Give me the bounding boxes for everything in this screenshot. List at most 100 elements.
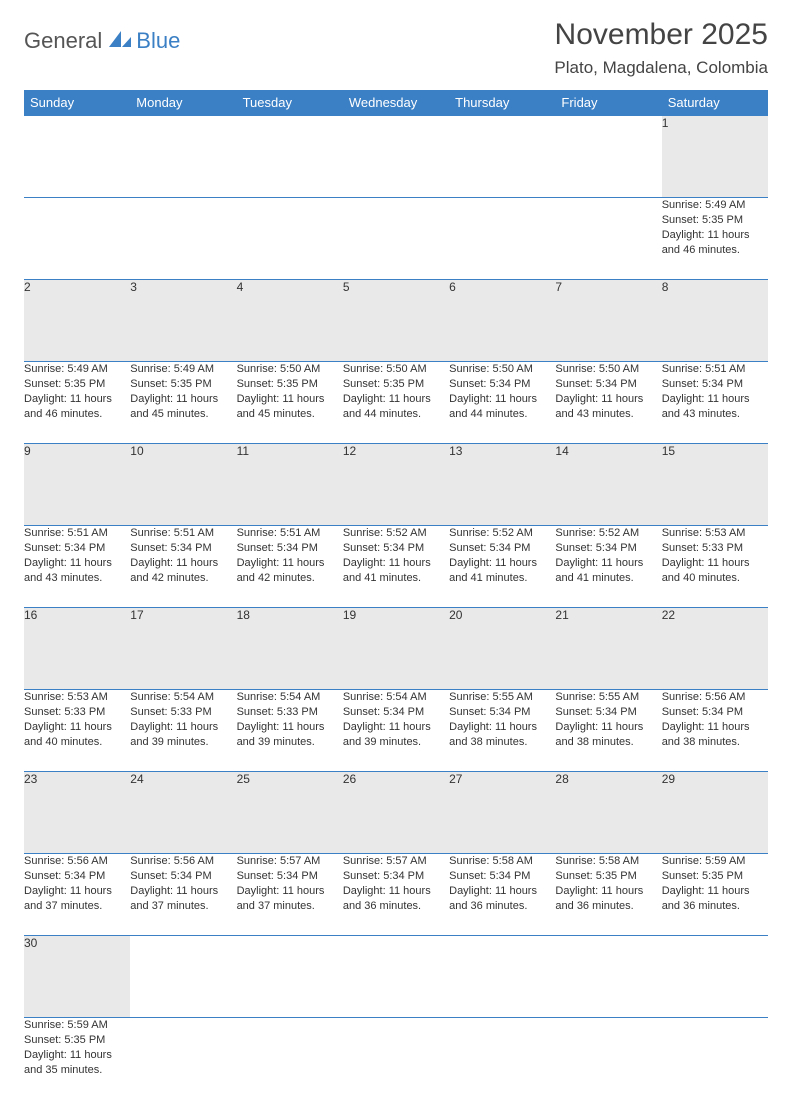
day-content-cell: Sunrise: 5:58 AMSunset: 5:34 PMDaylight:… — [449, 854, 555, 936]
day-content-cell: Sunrise: 5:59 AMSunset: 5:35 PMDaylight:… — [662, 854, 768, 936]
daylight-text: Daylight: 11 hours and 41 minutes. — [343, 556, 449, 586]
daylight-text: Daylight: 11 hours and 37 minutes. — [24, 884, 130, 914]
day-number: 6 — [449, 280, 456, 294]
day-number-cell: 12 — [343, 444, 449, 526]
sunrise-text: Sunrise: 5:55 AM — [555, 690, 661, 705]
daylight-text: Daylight: 11 hours and 45 minutes. — [130, 392, 236, 422]
day-number-cell — [449, 936, 555, 1018]
day-content-row: Sunrise: 5:53 AMSunset: 5:33 PMDaylight:… — [24, 690, 768, 772]
sunrise-text: Sunrise: 5:50 AM — [237, 362, 343, 377]
day-content-cell: Sunrise: 5:57 AMSunset: 5:34 PMDaylight:… — [343, 854, 449, 936]
day-number: 24 — [130, 772, 143, 786]
day-number-cell: 7 — [555, 280, 661, 362]
day-number-cell: 25 — [237, 772, 343, 854]
day-content-row: Sunrise: 5:59 AMSunset: 5:35 PMDaylight:… — [24, 1018, 768, 1100]
day-number-cell: 8 — [662, 280, 768, 362]
daylight-text: Daylight: 11 hours and 36 minutes. — [449, 884, 555, 914]
day-number: 18 — [237, 608, 250, 622]
day-content-cell: Sunrise: 5:57 AMSunset: 5:34 PMDaylight:… — [237, 854, 343, 936]
day-number: 5 — [343, 280, 350, 294]
sunset-text: Sunset: 5:33 PM — [24, 705, 130, 720]
sunrise-text: Sunrise: 5:59 AM — [24, 1018, 130, 1033]
sunrise-text: Sunrise: 5:53 AM — [662, 526, 768, 541]
daylight-text: Daylight: 11 hours and 35 minutes. — [24, 1048, 130, 1078]
location: Plato, Magdalena, Colombia — [554, 58, 768, 78]
day-number-row: 1 — [24, 116, 768, 198]
day-number-cell: 21 — [555, 608, 661, 690]
daylight-text: Daylight: 11 hours and 40 minutes. — [24, 720, 130, 750]
day-number-cell — [343, 116, 449, 198]
day-content-cell: Sunrise: 5:56 AMSunset: 5:34 PMDaylight:… — [130, 854, 236, 936]
weekday-header: Saturday — [662, 90, 768, 116]
day-content-cell: Sunrise: 5:56 AMSunset: 5:34 PMDaylight:… — [24, 854, 130, 936]
day-content-cell — [237, 1018, 343, 1100]
sunrise-text: Sunrise: 5:55 AM — [449, 690, 555, 705]
sunrise-text: Sunrise: 5:54 AM — [343, 690, 449, 705]
sunset-text: Sunset: 5:34 PM — [343, 869, 449, 884]
day-number-cell: 1 — [662, 116, 768, 198]
daylight-text: Daylight: 11 hours and 41 minutes. — [449, 556, 555, 586]
sunset-text: Sunset: 5:35 PM — [662, 869, 768, 884]
sunset-text: Sunset: 5:34 PM — [24, 869, 130, 884]
day-number-cell: 24 — [130, 772, 236, 854]
day-content-cell — [343, 198, 449, 280]
sunset-text: Sunset: 5:33 PM — [662, 541, 768, 556]
sunset-text: Sunset: 5:34 PM — [130, 541, 236, 556]
day-number-cell — [24, 116, 130, 198]
day-number: 22 — [662, 608, 675, 622]
day-number-cell — [449, 116, 555, 198]
day-number: 16 — [24, 608, 37, 622]
daylight-text: Daylight: 11 hours and 37 minutes. — [130, 884, 236, 914]
day-content-cell — [130, 1018, 236, 1100]
day-content-cell: Sunrise: 5:51 AMSunset: 5:34 PMDaylight:… — [662, 362, 768, 444]
daylight-text: Daylight: 11 hours and 38 minutes. — [449, 720, 555, 750]
day-number: 28 — [555, 772, 568, 786]
sunrise-text: Sunrise: 5:58 AM — [555, 854, 661, 869]
day-content-cell: Sunrise: 5:52 AMSunset: 5:34 PMDaylight:… — [343, 526, 449, 608]
daylight-text: Daylight: 11 hours and 39 minutes. — [237, 720, 343, 750]
day-content-cell: Sunrise: 5:50 AMSunset: 5:35 PMDaylight:… — [343, 362, 449, 444]
day-content-row: Sunrise: 5:51 AMSunset: 5:34 PMDaylight:… — [24, 526, 768, 608]
daylight-text: Daylight: 11 hours and 39 minutes. — [130, 720, 236, 750]
day-content-cell: Sunrise: 5:51 AMSunset: 5:34 PMDaylight:… — [237, 526, 343, 608]
day-number-cell: 29 — [662, 772, 768, 854]
day-number: 11 — [237, 444, 249, 458]
daylight-text: Daylight: 11 hours and 36 minutes. — [555, 884, 661, 914]
day-number: 2 — [24, 280, 31, 294]
sunset-text: Sunset: 5:35 PM — [24, 1033, 130, 1048]
sunset-text: Sunset: 5:34 PM — [662, 705, 768, 720]
day-content-row: Sunrise: 5:49 AMSunset: 5:35 PMDaylight:… — [24, 198, 768, 280]
sunset-text: Sunset: 5:33 PM — [130, 705, 236, 720]
day-content-cell — [555, 198, 661, 280]
day-number-cell: 17 — [130, 608, 236, 690]
day-number: 27 — [449, 772, 462, 786]
logo: General Blue — [24, 28, 180, 54]
day-number: 14 — [555, 444, 568, 458]
day-content-cell: Sunrise: 5:51 AMSunset: 5:34 PMDaylight:… — [130, 526, 236, 608]
sunrise-text: Sunrise: 5:56 AM — [662, 690, 768, 705]
day-number: 26 — [343, 772, 356, 786]
daylight-text: Daylight: 11 hours and 46 minutes. — [24, 392, 130, 422]
day-number: 30 — [24, 936, 37, 950]
daylight-text: Daylight: 11 hours and 45 minutes. — [237, 392, 343, 422]
sunrise-text: Sunrise: 5:50 AM — [343, 362, 449, 377]
day-content-cell: Sunrise: 5:52 AMSunset: 5:34 PMDaylight:… — [449, 526, 555, 608]
sunset-text: Sunset: 5:34 PM — [24, 541, 130, 556]
day-number: 7 — [555, 280, 562, 294]
sunset-text: Sunset: 5:35 PM — [130, 377, 236, 392]
daylight-text: Daylight: 11 hours and 38 minutes. — [662, 720, 768, 750]
day-content-cell: Sunrise: 5:56 AMSunset: 5:34 PMDaylight:… — [662, 690, 768, 772]
day-number-cell: 20 — [449, 608, 555, 690]
sunset-text: Sunset: 5:35 PM — [555, 869, 661, 884]
logo-text-blue: Blue — [136, 28, 180, 54]
weekday-header-row: Sunday Monday Tuesday Wednesday Thursday… — [24, 90, 768, 116]
day-number-row: 9101112131415 — [24, 444, 768, 526]
day-number: 12 — [343, 444, 356, 458]
sunset-text: Sunset: 5:34 PM — [449, 869, 555, 884]
day-number-cell: 14 — [555, 444, 661, 526]
daylight-text: Daylight: 11 hours and 41 minutes. — [555, 556, 661, 586]
day-number: 13 — [449, 444, 462, 458]
day-number-row: 2345678 — [24, 280, 768, 362]
day-number-cell — [555, 116, 661, 198]
day-number-row: 16171819202122 — [24, 608, 768, 690]
